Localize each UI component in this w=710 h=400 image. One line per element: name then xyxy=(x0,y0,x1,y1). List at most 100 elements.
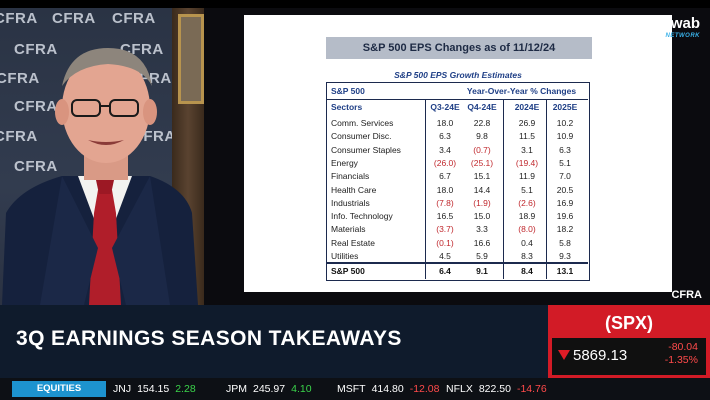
column-header: 2024E xyxy=(514,102,540,112)
table-cell: (1.9) xyxy=(473,197,491,208)
column-header: Sectors xyxy=(331,102,363,112)
table-header-row: S&P 500 Year-Over-Year % Changes xyxy=(327,84,588,98)
table-cell: 9.3 xyxy=(559,251,571,261)
column-divider xyxy=(425,100,426,279)
table-cell: 11.5 xyxy=(519,131,535,142)
ticker-symbol: JPM xyxy=(226,383,247,395)
table-cell: 6.7 xyxy=(439,171,451,182)
sector-name: Industrials xyxy=(331,197,370,208)
table-cell: 8.4 xyxy=(521,266,533,276)
table-cell: 18.9 xyxy=(518,211,536,222)
table-cell: (0.1) xyxy=(436,237,454,248)
table-cell: (2.6) xyxy=(518,197,536,208)
slide: S&P 500 EPS Changes as of 11/12/24 S&P 5… xyxy=(244,15,672,292)
ticker-change: 2.28 xyxy=(175,383,196,395)
table-cell: 3.3 xyxy=(476,224,488,235)
table-cell: 8.3 xyxy=(521,251,533,261)
slide-title: S&P 500 EPS Changes as of 11/12/24 xyxy=(326,37,592,59)
table-cell: 9.8 xyxy=(476,131,488,142)
table-cell: 5.9 xyxy=(476,251,488,261)
stock-ticker: EQUITIES JNJ 154.15 2.28 JPM 245.97 4.10 MSFT 4… xyxy=(0,378,710,400)
ticker-item: NFLX 822.50 -14.76 xyxy=(446,378,547,400)
sector-name: Materials xyxy=(331,224,366,235)
lower-third: 3Q EARNINGS SEASON TAKEAWAYS xyxy=(0,305,548,378)
table-cell: 26.9 xyxy=(518,118,536,128)
table-cell: 15.1 xyxy=(473,171,491,182)
table-cell: 19.6 xyxy=(556,211,574,222)
table-cell: 7.0 xyxy=(559,171,571,182)
column-divider xyxy=(503,100,504,279)
ticker-price: 154.15 xyxy=(137,383,170,395)
wall-logo: CFRA xyxy=(14,41,58,58)
sector-name: Utilities xyxy=(331,251,359,261)
table-cell: 10.2 xyxy=(556,118,574,128)
index-price: 5869.13 xyxy=(573,347,628,364)
table-cell: (3.7) xyxy=(436,224,454,235)
table-cell: 3.1 xyxy=(521,144,533,155)
wall-logo: CFRA xyxy=(14,158,58,175)
table-cell: 20.5 xyxy=(556,184,574,195)
ticker-symbol: JNJ xyxy=(113,383,132,395)
table-header-group: Year-Over-Year % Changes xyxy=(466,86,577,96)
sector-name: Energy xyxy=(331,157,358,168)
ticker-price: 822.50 xyxy=(478,383,511,395)
table-row: Comm. Services 18.0 22.8 26.9 10.2 xyxy=(327,116,588,130)
total-rule xyxy=(327,262,588,264)
sector-name: Info. Technology xyxy=(331,211,393,222)
table-cell: 11.9 xyxy=(519,171,535,182)
column-header: Q4-24E xyxy=(467,102,497,112)
wall-logo: CFRA xyxy=(14,98,58,115)
table-cell: (0.7) xyxy=(473,144,491,155)
wall-logo: CFRA xyxy=(52,10,96,27)
table-cell: 5.1 xyxy=(559,157,571,168)
table-cell: 16.6 xyxy=(473,237,491,248)
table-cell: (25.1) xyxy=(470,157,494,168)
ticker-category-label: EQUITIES xyxy=(12,381,106,397)
table-cell: 18.0 xyxy=(436,184,454,195)
ticker-change: -12.08 xyxy=(409,383,440,395)
sector-name: Comm. Services xyxy=(331,118,394,128)
table-cell: 15.0 xyxy=(473,211,491,222)
column-header: 2025E xyxy=(552,102,578,112)
table-row: Energy (26.0) (25.1) (19.4) 5.1 xyxy=(327,156,588,170)
table-row: Info. Technology 16.5 15.0 18.9 19.6 xyxy=(327,209,588,223)
table-header-label: S&P 500 xyxy=(331,86,365,96)
table-cell: 16.9 xyxy=(556,197,574,208)
table-cell: 18.0 xyxy=(436,118,454,128)
index-quote: (SPX) 5869.13 -80.04 -1.35% xyxy=(548,305,710,378)
table-cell: (8.0) xyxy=(518,224,536,235)
table-cell: 5.8 xyxy=(559,237,571,248)
ticker-item: MSFT 414.80 -12.08 xyxy=(337,378,439,400)
sector-name: Consumer Disc. xyxy=(331,131,392,142)
ticker-price: 245.97 xyxy=(253,383,286,395)
total-label: S&P 500 xyxy=(331,266,365,276)
slide-panel: S&P 500 EPS Changes as of 11/12/24 S&P 5… xyxy=(204,8,710,305)
down-arrow-icon xyxy=(558,350,570,360)
table-cell: 6.3 xyxy=(439,131,451,142)
table-total-row: S&P 500 6.4 9.1 8.4 13.1 xyxy=(327,264,588,278)
table-row: Consumer Disc. 6.3 9.8 11.5 10.9 xyxy=(327,129,588,143)
network-logo-subtitle: NETWORK xyxy=(665,33,700,39)
wall-logo: CFRA xyxy=(0,70,40,87)
table-cell: 5.1 xyxy=(521,184,533,195)
video-feed: CFRA CFRA CFRA CFRA CFRA CFRA CFRA CFRA … xyxy=(0,8,204,305)
table-row: Consumer Staples 3.4 (0.7) 3.1 6.3 xyxy=(327,143,588,157)
eps-table: S&P 500 Year-Over-Year % Changes Sectors… xyxy=(326,82,590,281)
sector-name: Financials xyxy=(331,171,370,182)
index-quote-panel: 5869.13 -80.04 -1.35% xyxy=(552,338,706,375)
cfra-logo: CFRA xyxy=(671,289,702,301)
schwab-logo: Schwab xyxy=(643,15,700,32)
column-divider xyxy=(546,100,547,279)
table-cell: 6.3 xyxy=(559,144,571,155)
ticker-item: JNJ 154.15 2.28 xyxy=(113,378,196,400)
header-rule xyxy=(327,99,588,100)
table-cell: 13.1 xyxy=(556,266,574,276)
table-row: Industrials (7.8) (1.9) (2.6) 16.9 xyxy=(327,196,588,210)
table-cell: (7.8) xyxy=(436,197,454,208)
table-subtitle: S&P 500 EPS Growth Estimates xyxy=(394,70,522,80)
table-row: Materials (3.7) 3.3 (8.0) 18.2 xyxy=(327,222,588,236)
table-row: Financials 6.7 15.1 11.9 7.0 xyxy=(327,169,588,183)
ticker-change: -14.76 xyxy=(516,383,547,395)
table-cell: 0.4 xyxy=(521,237,533,248)
index-change-points: -80.04 xyxy=(668,341,698,353)
